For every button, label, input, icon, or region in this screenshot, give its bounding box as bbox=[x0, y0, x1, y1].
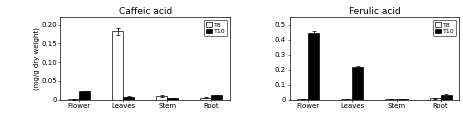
Bar bbox=[79, 91, 90, 100]
Y-axis label: (mg/g dry weight): (mg/g dry weight) bbox=[33, 27, 40, 90]
Bar bbox=[429, 98, 440, 100]
Title: Caffeic acid: Caffeic acid bbox=[119, 7, 171, 16]
Bar bbox=[396, 99, 407, 100]
Bar bbox=[112, 31, 123, 100]
Bar bbox=[167, 98, 178, 100]
Bar bbox=[341, 99, 351, 100]
Legend: T8, T10: T8, T10 bbox=[432, 20, 455, 36]
Bar bbox=[68, 99, 79, 100]
Bar bbox=[440, 95, 450, 100]
Bar bbox=[385, 99, 396, 100]
Title: Ferulic acid: Ferulic acid bbox=[348, 7, 400, 16]
Bar bbox=[211, 95, 222, 100]
Bar bbox=[351, 67, 363, 100]
Bar bbox=[297, 99, 307, 100]
Bar bbox=[123, 97, 134, 100]
Bar bbox=[307, 33, 319, 100]
Legend: T8, T10: T8, T10 bbox=[204, 20, 226, 36]
Bar bbox=[156, 96, 167, 100]
Bar bbox=[200, 98, 211, 100]
